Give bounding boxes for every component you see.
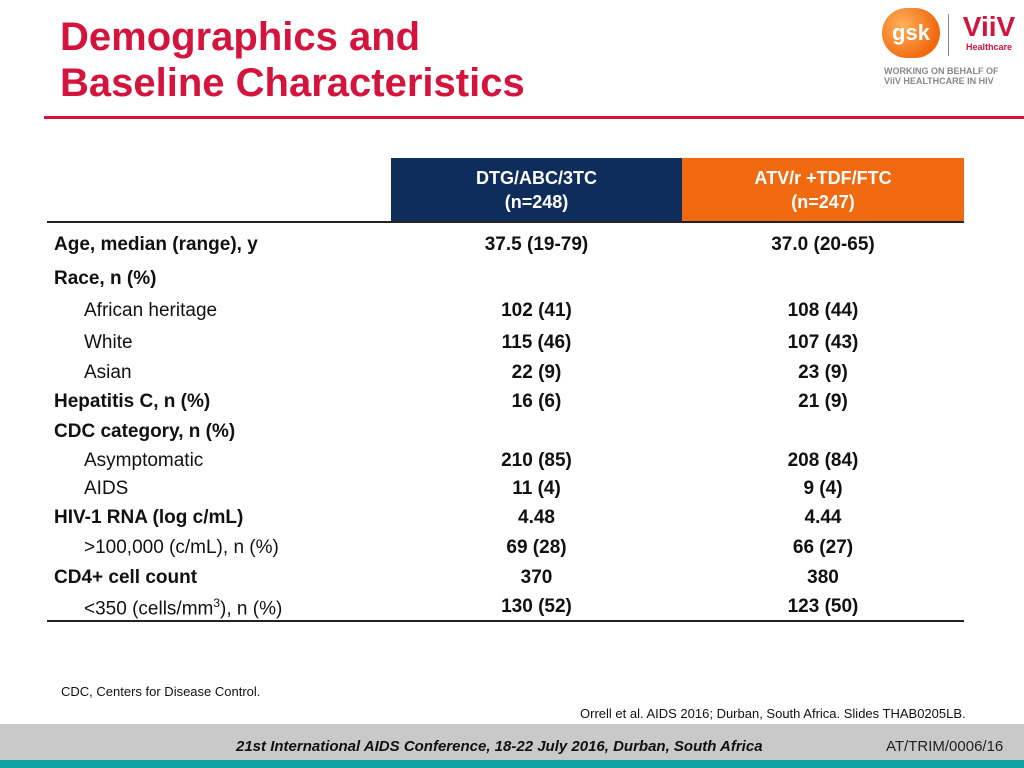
table-row: White 115 (46) 107 (43)	[47, 332, 964, 360]
row-label: AIDS	[84, 478, 129, 499]
value-atv: 108 (44)	[787, 300, 859, 321]
column-header-dtg: DTG/ABC/3TC (n=248)	[391, 158, 682, 222]
table-row: Asymptomatic 210 (85) 208 (84)	[47, 450, 964, 478]
viiv-logo: ViiV Healthcare	[958, 12, 1020, 52]
value-atv: 4.44	[804, 507, 842, 528]
table-row: Hepatitis C, n (%) 16 (6) 21 (9)	[47, 391, 964, 419]
working-line-2: ViiV HEALTHCARE IN HIV	[884, 76, 994, 86]
footer-bar: 21st International AIDS Conference, 18-2…	[0, 724, 1024, 760]
row-label: Hepatitis C, n (%)	[54, 391, 211, 412]
value-atv: 37.0 (20-65)	[771, 234, 875, 255]
value-dtg: 370	[520, 567, 553, 588]
value-dtg: 210 (85)	[501, 450, 572, 471]
table-bottom-rule	[47, 620, 964, 622]
row-label: Age, median (range), y	[54, 234, 258, 255]
row-label-sup: 3	[213, 596, 221, 610]
value-atv: 66 (27)	[792, 537, 854, 558]
column-header-atv-n: (n=247)	[791, 192, 855, 212]
table-row: Age, median (range), y 37.5 (19-79) 37.0…	[47, 234, 964, 262]
value-dtg: 115 (46)	[501, 332, 572, 353]
row-label: <350 (cells/mm3), n (%)	[84, 596, 282, 620]
logo-divider	[948, 14, 949, 56]
footer-stripe	[0, 760, 1024, 768]
title-underline	[44, 116, 1024, 119]
viiv-logo-subtext: Healthcare	[958, 42, 1020, 52]
value-dtg: 11 (4)	[512, 478, 561, 499]
table-row: >100,000 (c/mL), n (%) 69 (28) 66 (27)	[47, 537, 964, 565]
row-label: African heritage	[84, 300, 218, 321]
value-dtg: 37.5 (19-79)	[484, 234, 589, 255]
title-line-1: Demographics and	[60, 15, 421, 59]
value-atv: 23 (9)	[798, 362, 848, 383]
table-row: African heritage 102 (41) 108 (44)	[47, 300, 964, 328]
table-row: Asian 22 (9) 23 (9)	[47, 362, 964, 390]
row-label: HIV-1 RNA (log c/mL)	[54, 507, 244, 528]
gsk-logo-text: gsk	[892, 20, 930, 45]
row-label: >100,000 (c/mL), n (%)	[84, 537, 279, 558]
value-dtg: 102 (41)	[501, 300, 572, 321]
title-line-2: Baseline Characteristics	[60, 61, 525, 105]
value-dtg: 69 (28)	[506, 537, 567, 558]
value-dtg: 16 (6)	[511, 391, 562, 412]
row-label: Asymptomatic	[84, 450, 204, 471]
row-label: CDC category, n (%)	[54, 421, 236, 442]
row-label: Race, n (%)	[54, 268, 157, 289]
footnote: CDC, Centers for Disease Control.	[61, 684, 261, 699]
viiv-logo-text: ViiV	[962, 11, 1016, 42]
row-label-pre: <350 (cells/mm	[84, 598, 214, 620]
working-line-1: WORKING ON BEHALF OF	[884, 66, 999, 76]
value-atv: 9 (4)	[803, 478, 843, 499]
value-atv: 380	[807, 567, 839, 588]
working-on-behalf-text: WORKING ON BEHALF OF ViiV HEALTHCARE IN …	[884, 66, 1014, 86]
row-label: White	[84, 332, 133, 353]
table-row: AIDS 11 (4) 9 (4)	[47, 478, 964, 506]
table-row: CD4+ cell count 370 380	[47, 567, 964, 595]
slide-code: AT/TRIM/0006/16	[886, 738, 1004, 755]
value-dtg: 4.48	[518, 507, 555, 528]
value-atv: 107 (43)	[787, 332, 859, 353]
table-row: <350 (cells/mm3), n (%) 130 (52) 123 (50…	[47, 596, 964, 624]
value-atv: 208 (84)	[787, 450, 859, 471]
reference: Orrell et al. AIDS 2016; Durban, South A…	[580, 706, 966, 721]
value-dtg: 130 (52)	[501, 596, 572, 617]
row-label: Asian	[84, 362, 132, 383]
column-header-dtg-name: DTG/ABC/3TC	[476, 168, 597, 188]
table-top-rule	[47, 221, 964, 223]
slide-title: Demographics and Baseline Characteristic…	[60, 14, 660, 106]
column-header-atv: ATV/r +TDF/FTC (n=247)	[682, 158, 964, 222]
gsk-logo: gsk	[882, 8, 940, 58]
row-label: CD4+ cell count	[54, 567, 198, 588]
conference-name: 21st International AIDS Conference, 18-2…	[236, 738, 763, 755]
column-header-atv-name: ATV/r +TDF/FTC	[754, 168, 892, 188]
table-row: HIV-1 RNA (log c/mL) 4.48 4.44	[47, 507, 964, 535]
value-atv: 123 (50)	[787, 596, 859, 617]
table-row: Race, n (%)	[47, 268, 964, 296]
row-label-post: ), n (%)	[220, 598, 283, 620]
value-atv: 21 (9)	[798, 391, 848, 412]
column-header-dtg-n: (n=248)	[504, 192, 569, 212]
value-dtg: 22 (9)	[511, 362, 562, 383]
table-row: CDC category, n (%)	[47, 421, 964, 449]
